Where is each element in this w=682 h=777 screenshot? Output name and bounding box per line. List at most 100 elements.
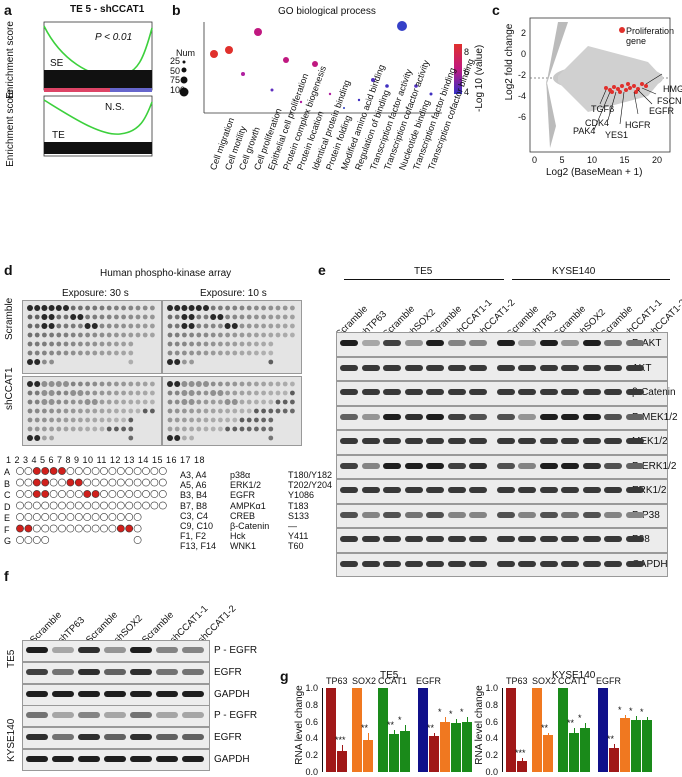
- band: [497, 487, 515, 493]
- band: [405, 536, 423, 542]
- array-spot: [49, 399, 55, 405]
- array-spot: [261, 342, 266, 347]
- f-blot-label-egfr: EGFR: [214, 732, 242, 743]
- array-map-spot: [117, 490, 124, 497]
- array-spot: [225, 409, 230, 414]
- band: [626, 340, 644, 346]
- band: [540, 561, 558, 567]
- array-map-spot: [109, 525, 116, 532]
- f-band: [26, 647, 48, 653]
- f-band: [156, 734, 178, 740]
- g-significance: ***: [335, 735, 346, 745]
- panel-a-gsea-plots: [20, 18, 160, 168]
- panel-d-row-shccat1: shCCAT1: [4, 367, 15, 410]
- array-spot: [35, 333, 40, 338]
- array-spot: [189, 351, 194, 356]
- band: [448, 487, 466, 493]
- array-spot: [196, 351, 201, 356]
- array-spot: [49, 351, 54, 356]
- c-xtick-20: 20: [652, 155, 662, 165]
- array-spot: [42, 342, 47, 347]
- array-map-spot: [67, 479, 74, 486]
- array-spot: [276, 333, 281, 338]
- array-map-spot: [100, 513, 107, 520]
- f-band: [78, 669, 100, 675]
- array-spot: [232, 427, 237, 432]
- band: [426, 487, 444, 493]
- array-map-spot: [134, 502, 141, 509]
- array-spot: [136, 333, 141, 338]
- band: [604, 463, 622, 469]
- array-map-spot: [50, 490, 57, 497]
- array-spot: [168, 342, 173, 347]
- array-spot: [49, 314, 55, 320]
- array-spot: [225, 351, 230, 356]
- f-band: [182, 712, 204, 718]
- array-spot: [35, 324, 40, 329]
- array-map-spot: [92, 467, 99, 474]
- array-spot: [100, 315, 105, 320]
- g-ytick: 0.2: [302, 750, 318, 760]
- array-map-spot: [92, 490, 99, 497]
- array-spot: [28, 400, 33, 405]
- array-map-spot: [16, 479, 23, 486]
- array-map-spot: [25, 490, 32, 497]
- array-spot: [189, 342, 194, 347]
- band: [518, 365, 536, 371]
- f-band: [182, 691, 204, 697]
- array-spot: [49, 436, 54, 441]
- array-spot: [56, 342, 61, 347]
- array-spot: [128, 342, 133, 347]
- g-significance: *: [449, 709, 453, 719]
- array-spot: [204, 409, 209, 414]
- array-spot: [78, 342, 83, 347]
- array-spot: [247, 409, 252, 414]
- array-spot: [167, 305, 173, 311]
- array-spot: [92, 409, 97, 414]
- array-map-spot: [100, 467, 107, 474]
- size-legend-100: 100: [170, 86, 180, 96]
- array-spot: [121, 306, 126, 311]
- array-spot: [167, 381, 173, 387]
- array-map-spot: [58, 490, 65, 497]
- array-spot: [254, 382, 259, 387]
- band: [626, 365, 644, 371]
- band: [540, 389, 558, 395]
- array-spot: [290, 382, 295, 387]
- array-spot: [261, 400, 266, 405]
- band: [383, 365, 401, 371]
- f-band: [130, 669, 152, 675]
- array-spot: [28, 315, 33, 320]
- array-spot: [114, 382, 119, 387]
- array-spot: [218, 351, 223, 356]
- key-spots: A5, A6: [180, 480, 230, 490]
- array-spot: [175, 333, 180, 338]
- array-spot: [204, 324, 209, 329]
- array-spot: [240, 324, 245, 329]
- array-spot: [77, 390, 83, 396]
- array-map-spot: [100, 479, 107, 486]
- array-spot: [121, 409, 126, 414]
- array-spot: [196, 400, 201, 405]
- row-c: C: [4, 490, 11, 502]
- array-spot: [189, 381, 195, 387]
- array-spot: [121, 342, 126, 347]
- array-spot: [49, 409, 54, 414]
- g-significance: **: [387, 720, 394, 730]
- array-spot: [85, 427, 90, 432]
- band: [626, 487, 644, 493]
- array-spot: [92, 391, 97, 396]
- array-spot: [232, 399, 238, 405]
- f-band: [156, 756, 178, 762]
- array-spot: [128, 306, 133, 311]
- array-map-spot: [16, 536, 23, 543]
- array-spot: [63, 381, 69, 387]
- array-spot: [181, 323, 187, 329]
- array-map-spot: [134, 479, 141, 486]
- band: [340, 414, 358, 420]
- array-spot: [35, 342, 40, 347]
- f-band: [130, 734, 152, 740]
- array-spot: [107, 333, 112, 338]
- f-band: [130, 712, 152, 718]
- array-spot: [150, 315, 155, 320]
